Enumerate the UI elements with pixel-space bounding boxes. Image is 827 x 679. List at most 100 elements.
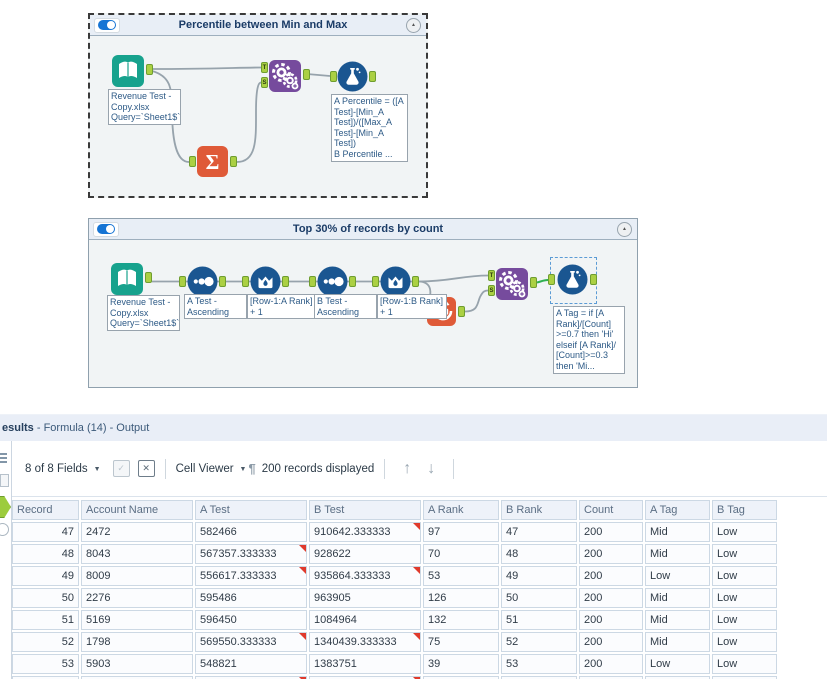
output-anchor[interactable] — [282, 276, 289, 287]
table-cell[interactable]: 2472 — [81, 522, 193, 542]
output-anchor[interactable] — [303, 69, 310, 80]
output-anchor[interactable] — [369, 71, 376, 82]
table-cell[interactable]: 53 — [501, 654, 577, 674]
table-cell[interactable]: 548821 — [195, 654, 307, 674]
append-fields-tool[interactable] — [268, 59, 302, 93]
source-input-anchor[interactable]: S — [488, 285, 495, 296]
formula-tool[interactable] — [337, 61, 368, 92]
anchor-list-icon[interactable] — [0, 523, 9, 536]
scroll-down-icon[interactable]: ↓ — [427, 459, 436, 477]
table-cell[interactable]: 582466 — [195, 522, 307, 542]
table-cell[interactable]: 200 — [579, 566, 643, 586]
table-cell[interactable]: Low — [712, 610, 777, 630]
table-cell[interactable]: 200 — [579, 522, 643, 542]
table-view-icon[interactable] — [0, 453, 7, 465]
table-cell[interactable]: Low — [712, 654, 777, 674]
container-title-bar[interactable]: Percentile between Min and Max ▲ — [90, 15, 426, 36]
table-cell[interactable]: 70 — [423, 544, 499, 564]
container-enable-toggle[interactable] — [93, 221, 119, 237]
column-header[interactable]: Count — [579, 500, 643, 520]
table-cell[interactable]: 928622 — [309, 544, 421, 564]
output-anchor[interactable] — [146, 64, 153, 75]
output-anchor[interactable] — [219, 276, 226, 287]
output-anchor[interactable] — [349, 276, 356, 287]
input-data-tool[interactable] — [111, 54, 145, 88]
column-header[interactable]: Account Name — [81, 500, 193, 520]
input-anchor[interactable] — [189, 156, 196, 167]
formula-tool-selected[interactable] — [557, 264, 588, 295]
column-header[interactable]: Record — [12, 500, 79, 520]
table-cell[interactable]: 50 — [501, 588, 577, 608]
column-header[interactable]: B Tag — [712, 500, 777, 520]
output-anchor[interactable] — [230, 156, 237, 167]
input-anchor[interactable] — [242, 276, 249, 287]
table-cell[interactable]: Mid — [645, 544, 710, 564]
table-cell[interactable]: 935864.333333 — [309, 566, 421, 586]
profile-view-icon[interactable] — [0, 474, 9, 487]
deselect-all-icon[interactable]: ✕ — [137, 460, 155, 477]
table-cell[interactable]: 48 — [501, 544, 577, 564]
table-cell[interactable]: Low — [712, 632, 777, 652]
table-cell[interactable]: 47 — [12, 522, 79, 542]
table-cell[interactable]: 51 — [12, 610, 79, 630]
whitespace-toggle-icon[interactable]: ¶ — [248, 461, 256, 476]
output-anchor[interactable] — [590, 274, 597, 285]
tool-annotation[interactable]: A Test - Ascending — [184, 294, 247, 320]
table-cell[interactable]: Mid — [645, 632, 710, 652]
table-cell[interactable]: Low — [712, 544, 777, 564]
table-cell[interactable]: Low — [712, 588, 777, 608]
cell-viewer-dropdown[interactable]: Cell Viewer — [175, 462, 234, 475]
table-cell[interactable]: 53 — [423, 566, 499, 586]
table-cell[interactable]: 39 — [423, 654, 499, 674]
collapse-button[interactable]: ▲ — [617, 221, 632, 237]
table-cell[interactable]: Mid — [645, 588, 710, 608]
chevron-down-icon[interactable]: ▼ — [93, 466, 101, 473]
column-header[interactable]: A Tag — [645, 500, 710, 520]
table-cell[interactable]: 2276 — [81, 588, 193, 608]
table-cell[interactable]: 49 — [12, 566, 79, 586]
table-cell[interactable]: Low — [712, 522, 777, 542]
table-cell[interactable] — [501, 676, 577, 679]
output-anchor[interactable] — [458, 306, 465, 317]
table-cell[interactable]: 200 — [579, 588, 643, 608]
container-title-bar[interactable]: Top 30% of records by count ▲ — [89, 219, 637, 240]
table-cell[interactable] — [423, 676, 499, 679]
column-header[interactable]: B Rank — [501, 500, 577, 520]
column-header[interactable]: A Test — [195, 500, 307, 520]
output-anchor[interactable] — [530, 277, 537, 288]
table-cell[interactable] — [81, 676, 193, 679]
table-cell[interactable]: 5903 — [81, 654, 193, 674]
tool-annotation[interactable]: A Tag = if [A Rank]/[Count] >=0.7 then '… — [553, 306, 625, 374]
table-cell[interactable]: 8009 — [81, 566, 193, 586]
source-input-anchor[interactable]: S — [261, 77, 268, 88]
table-cell[interactable]: 1340439.333333 — [309, 632, 421, 652]
table-cell[interactable]: Low — [645, 566, 710, 586]
table-cell[interactable]: Mid — [645, 610, 710, 630]
table-cell[interactable] — [645, 676, 710, 679]
table-cell[interactable]: 200 — [579, 632, 643, 652]
tool-annotation[interactable]: B Test - Ascending — [314, 294, 377, 320]
fields-dropdown[interactable]: 8 of 8 Fields — [25, 462, 88, 475]
table-cell[interactable]: Mid — [645, 522, 710, 542]
table-cell[interactable]: 52 — [501, 632, 577, 652]
column-header[interactable]: B Test — [309, 500, 421, 520]
table-cell[interactable]: 595486 — [195, 588, 307, 608]
sort-tool[interactable] — [187, 266, 218, 297]
table-cell[interactable]: 596450 — [195, 610, 307, 630]
table-cell[interactable]: 1798 — [81, 632, 193, 652]
table-cell[interactable] — [579, 676, 643, 679]
input-data-tool[interactable] — [110, 262, 144, 296]
table-cell[interactable]: 53 — [12, 654, 79, 674]
table-cell[interactable] — [195, 676, 307, 679]
table-cell[interactable]: 5169 — [81, 610, 193, 630]
scroll-up-icon[interactable]: ↑ — [403, 459, 412, 477]
target-input-anchor[interactable]: T — [261, 62, 268, 73]
tool-annotation[interactable]: Revenue Test - Copy.xlsx Query=`Sheet1$` — [108, 89, 181, 125]
table-cell[interactable]: 49 — [501, 566, 577, 586]
table-cell[interactable]: 47 — [501, 522, 577, 542]
table-cell[interactable] — [712, 676, 777, 679]
table-cell[interactable]: 567357.333333 — [195, 544, 307, 564]
table-cell[interactable] — [309, 676, 421, 679]
table-cell[interactable]: 97 — [423, 522, 499, 542]
input-anchor[interactable] — [372, 276, 379, 287]
